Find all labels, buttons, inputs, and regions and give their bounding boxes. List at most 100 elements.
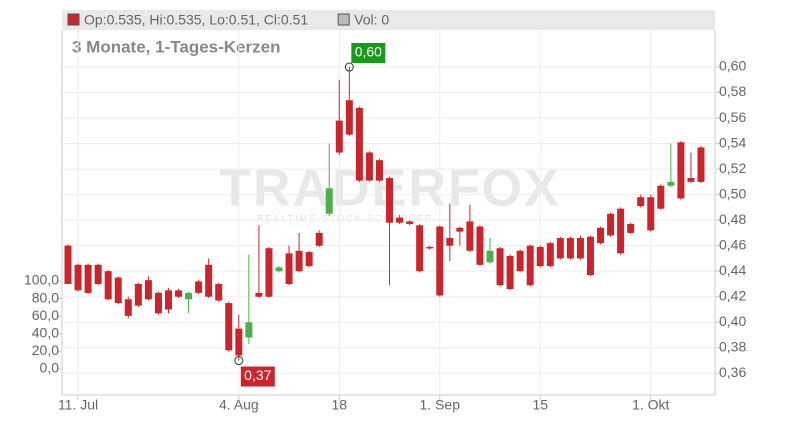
annotation-box: [351, 43, 386, 64]
x-tick-label: 1. Sep: [420, 397, 461, 413]
candle-body: [245, 322, 253, 338]
candle-body: [154, 292, 162, 314]
candle-body: [667, 181, 675, 186]
candle-body: [134, 283, 142, 306]
candle-body: [597, 227, 605, 244]
annotation-label: 0,37: [244, 367, 271, 383]
y-tick-label: 0,58: [719, 83, 746, 99]
y2-tick-label: 80,0: [32, 289, 59, 305]
x-tick-label: 15: [532, 397, 548, 413]
y2-tick-label: 60,0: [32, 307, 59, 323]
candle-body: [556, 238, 564, 259]
candle-body: [386, 178, 394, 223]
candle-body: [406, 221, 414, 224]
candle-body: [285, 253, 293, 284]
candle-body: [305, 252, 313, 267]
legend-bar: [62, 10, 715, 30]
candle-body: [94, 264, 102, 284]
candle-body: [546, 243, 554, 267]
subtitle: 3 Monate, 1-Tages-Kerzen: [72, 37, 280, 56]
y-tick-label: 0,40: [719, 313, 746, 329]
candle-body: [526, 245, 534, 286]
legend-swatch: [337, 13, 350, 26]
candle-body: [506, 255, 514, 290]
candle-body: [255, 292, 263, 297]
candle-body: [74, 264, 82, 291]
candle-body: [325, 188, 333, 214]
candle-body: [84, 264, 92, 293]
legend-label: Vol: 0: [354, 12, 389, 28]
candle-body: [436, 226, 444, 296]
candle-body: [396, 217, 404, 223]
x-tick-label: 18: [331, 397, 347, 413]
candle-body: [697, 147, 705, 182]
candle-body: [64, 245, 72, 284]
candle-body: [335, 120, 343, 153]
candle-body: [365, 152, 373, 181]
candle-body: [677, 142, 685, 199]
legend-swatch: [67, 13, 80, 26]
y-tick-label: 0,52: [719, 160, 746, 176]
candle-body: [627, 223, 635, 233]
candle-body: [637, 197, 645, 207]
legend-label: Op:0.535, Hi:0.535, Lo:0.51, Cl:0.51: [84, 12, 308, 28]
candle-body: [215, 283, 223, 301]
candle-body: [235, 328, 243, 356]
y-tick-label: 0,36: [719, 364, 746, 380]
y-tick-label: 0,56: [719, 109, 746, 125]
y-tick-label: 0,46: [719, 236, 746, 252]
y2-tick-label: 100,0: [24, 272, 59, 288]
candle-body: [315, 232, 323, 246]
candle-body: [446, 238, 454, 246]
candle-body: [345, 100, 353, 135]
candle-body: [375, 160, 383, 181]
annotation-label: 0,60: [355, 44, 382, 60]
annotation-box: [240, 366, 275, 387]
y-tick-label: 0,50: [719, 185, 746, 201]
candle-body: [205, 264, 213, 297]
candle-body: [617, 208, 625, 254]
candle-body: [225, 303, 233, 351]
candle-body: [607, 213, 615, 236]
y-tick-label: 0,54: [719, 134, 746, 150]
candle-body: [295, 250, 303, 272]
y-tick-label: 0,44: [719, 262, 746, 278]
candle-body: [265, 248, 273, 297]
y2-tick-label: 40,0: [32, 325, 59, 341]
candle-body: [486, 250, 494, 263]
y-tick-label: 0,42: [719, 287, 746, 303]
watermark-sub: REALTIME STOCK SCREENER: [257, 213, 433, 223]
candle-body: [185, 292, 193, 300]
candle-body: [576, 238, 584, 259]
candle-body: [275, 267, 283, 272]
x-tick-label: 4. Aug: [219, 397, 259, 413]
candle-body: [536, 246, 544, 267]
extreme-marker: [234, 356, 244, 366]
candle-body: [426, 246, 434, 249]
candle-body: [466, 221, 474, 251]
y2-tick-label: 20,0: [32, 342, 59, 358]
y2-tick-label: 0,0: [40, 360, 60, 376]
candle-body: [456, 227, 464, 232]
candle-body: [687, 178, 695, 182]
candle-body: [144, 280, 152, 300]
candle-body: [586, 236, 594, 276]
candle-body: [416, 225, 424, 272]
y-tick-label: 0,60: [719, 58, 746, 74]
candle-body: [195, 281, 203, 293]
candle-body: [476, 226, 484, 265]
candle-body: [164, 290, 172, 310]
candle-body: [496, 248, 504, 286]
candle-body: [124, 299, 132, 316]
candle-body: [516, 250, 524, 272]
x-tick-label: 1. Okt: [632, 397, 669, 413]
candle-body: [175, 290, 183, 297]
candle-body: [355, 107, 363, 181]
candle-body: [104, 271, 112, 300]
x-tick-label: 11. Jul: [58, 397, 98, 413]
candle-body: [647, 197, 655, 231]
y-tick-label: 0,38: [719, 338, 746, 354]
candle-body: [114, 277, 122, 304]
y-tick-label: 0,48: [719, 211, 746, 227]
